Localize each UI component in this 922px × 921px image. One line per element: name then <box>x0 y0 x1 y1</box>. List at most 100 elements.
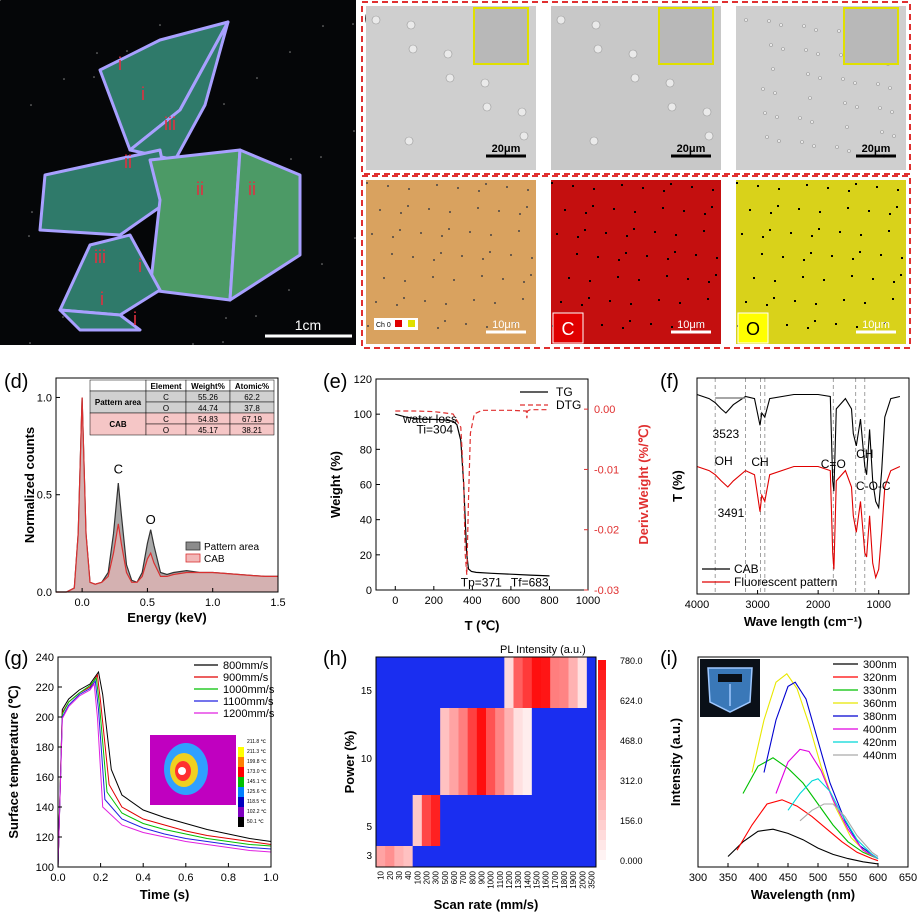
eds-map <box>366 180 536 344</box>
heatmap-cell <box>458 708 469 795</box>
y-tick-label: 140 <box>36 802 54 814</box>
heatmap-cell <box>385 795 395 846</box>
heatmap-cell <box>550 795 560 846</box>
eds-speckle <box>396 304 398 306</box>
y-tick-label: 120 <box>354 374 372 386</box>
eds-speckle <box>572 185 574 187</box>
x-tick-label: 1700 <box>551 870 560 888</box>
sem-particle <box>841 77 845 81</box>
x-tick-label: 1000 <box>866 599 890 611</box>
eds-speckle <box>675 234 677 236</box>
band-label: 3523 <box>713 427 740 441</box>
x-tick-label: 450 <box>779 872 797 884</box>
sem-particle <box>517 107 527 117</box>
eds-speckle <box>848 190 850 192</box>
eds-speckle <box>859 251 861 253</box>
origami-facet <box>228 148 302 302</box>
heatmap-cell <box>421 708 432 795</box>
eds-speckle <box>617 276 619 278</box>
heatmap-cell <box>467 708 478 795</box>
panel-label-h: (h) <box>323 648 347 670</box>
sem-particle <box>769 43 773 47</box>
eds-speckle <box>782 256 784 258</box>
series-line-0 <box>696 393 901 510</box>
star-dot <box>354 237 356 239</box>
y-tick-label: 0 <box>366 585 372 597</box>
eds-speckle <box>699 322 701 324</box>
panel-label-i: (i) <box>660 648 678 670</box>
heatmap-cell <box>421 657 432 708</box>
eds-speckle <box>658 299 660 301</box>
eds-speckle <box>691 186 693 188</box>
eds-speckle <box>807 327 809 329</box>
eds-speckle <box>815 303 817 305</box>
peak-label: O <box>146 512 156 527</box>
star-dot <box>62 316 64 318</box>
sem-particle <box>667 102 677 112</box>
eds-speckle <box>646 255 648 257</box>
x-tick-label: 1000 <box>576 595 600 607</box>
series-line-4 <box>57 682 272 868</box>
thermal-colorbar-band <box>238 817 244 827</box>
heatmap-cell <box>449 708 459 795</box>
scale-text: 20μm <box>862 143 891 155</box>
eds-speckle <box>745 301 747 303</box>
y-axis-label: Weight (%) <box>328 451 343 518</box>
sem-particle <box>847 149 851 153</box>
eds-speckle <box>560 301 562 303</box>
origami-facet <box>58 233 162 317</box>
colorbar-tick-label: 780.0 <box>620 656 643 666</box>
eds-speckle <box>581 304 583 306</box>
eds-speckle <box>465 323 467 325</box>
colorbar-band <box>598 810 606 820</box>
colorbar-tick-label: 0.000 <box>620 856 643 866</box>
thermal-scale-label: 145.1 ℃ <box>247 779 267 785</box>
x-tick-label: 200 <box>425 595 443 607</box>
eds-speckle <box>671 326 673 328</box>
plot-frame <box>696 377 910 595</box>
sem-panel-b: 20μm 20μm 20μm <box>361 1 911 175</box>
star-dot <box>159 24 161 26</box>
thermal-colorbar-band <box>238 777 244 787</box>
heatmap-cell <box>394 657 404 708</box>
thermal-colorbar-band <box>238 747 244 757</box>
chart-panel-g: 0.0 0.2 0.4 0.6 0.8 1.0 100 120 140 160 180 200 220 2… <box>6 652 279 902</box>
eds-speckle <box>576 253 578 255</box>
eds-speckle <box>530 274 532 276</box>
heatmap-cell <box>467 657 478 708</box>
eds-speckle <box>864 302 866 304</box>
eds-speckle <box>634 211 636 213</box>
heatmap-cell <box>403 795 414 846</box>
legend-label: 1100mm/s <box>223 696 274 708</box>
scale-text: 10μm <box>677 319 705 331</box>
eds-speckle <box>888 230 890 232</box>
eds-speckle <box>404 280 406 282</box>
legend-swatch <box>185 541 201 551</box>
eds-speckle <box>482 258 484 260</box>
heatmap-cell <box>504 657 514 708</box>
x-tick-label: 400 <box>463 595 481 607</box>
x-axis-label: Time (s) <box>140 887 190 902</box>
thermal-colorbar-band <box>238 787 244 797</box>
eds-speckle <box>478 190 480 192</box>
y-tick-label: 0.0 <box>37 587 52 599</box>
eds-speckle <box>835 323 837 325</box>
colorbar-band <box>598 730 606 740</box>
star-dot <box>126 50 128 52</box>
eds-speckle <box>900 274 902 276</box>
eds-speckle <box>436 184 438 186</box>
heatmap-cell <box>476 708 487 795</box>
heatmap-cell <box>458 657 469 708</box>
eds-speckle <box>526 206 528 208</box>
heatmap-cell <box>495 657 505 708</box>
y-tick-label: 60 <box>360 480 372 492</box>
heatmap-cell <box>476 657 487 708</box>
chart-panel-f: 4000 3000 2000 1000 Wave length (cm⁻¹) T (%) 3… <box>670 377 910 629</box>
y-tick-label: 40 <box>360 515 372 527</box>
x-tick-label: 500 <box>441 870 450 884</box>
heatmap-cell <box>559 846 569 867</box>
y-tick-label: 5 <box>366 822 372 833</box>
heatmap-cell <box>541 657 551 708</box>
eds-speckle <box>510 254 512 256</box>
eds-speckle <box>556 233 558 235</box>
